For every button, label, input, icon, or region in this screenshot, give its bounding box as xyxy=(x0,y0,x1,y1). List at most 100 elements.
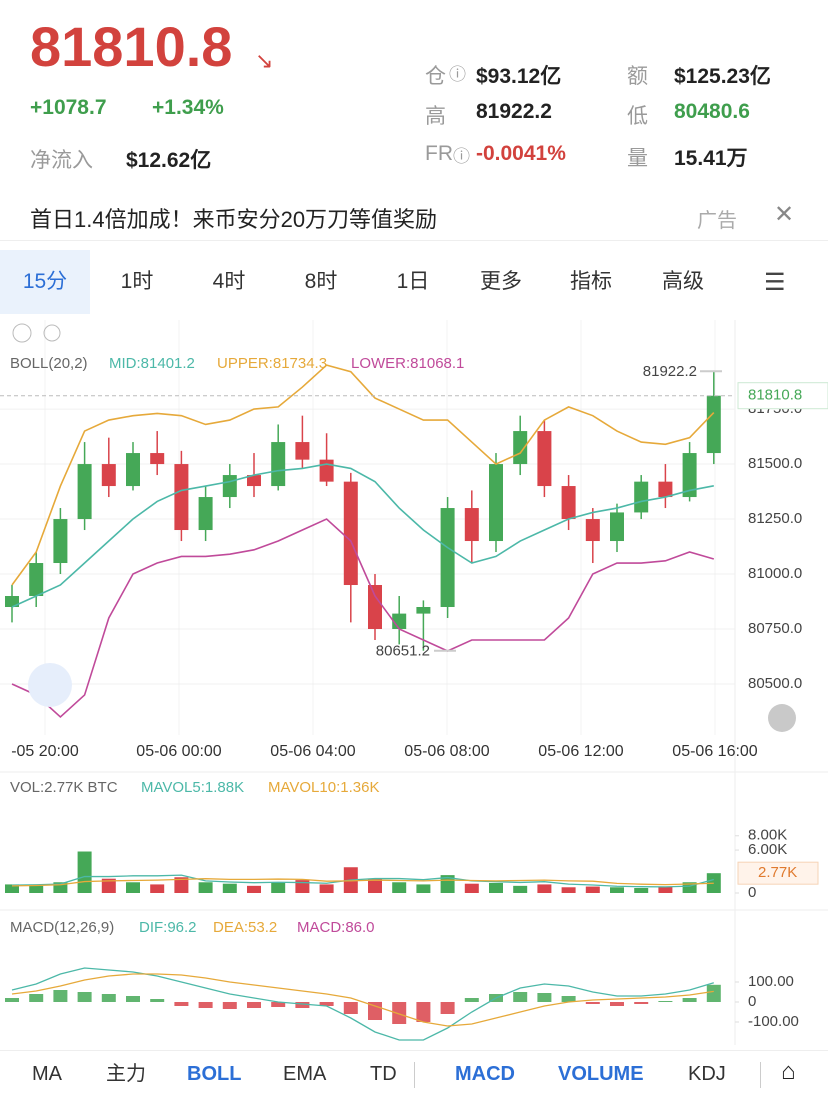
macd-bar xyxy=(222,1002,237,1009)
timeframe-tab[interactable]: 高级 xyxy=(662,270,704,293)
candle-body xyxy=(53,519,68,564)
legend-text: LOWER:81068.1 xyxy=(351,355,464,372)
indicator-tab[interactable]: MA xyxy=(32,1063,62,1085)
down-arrow: ↘ xyxy=(255,48,274,73)
gear-icon xyxy=(43,324,61,342)
indicator-line xyxy=(11,878,714,887)
candle-body xyxy=(561,486,576,520)
volume-bar xyxy=(658,886,673,893)
change: +1078.7 xyxy=(30,96,107,119)
ad-text[interactable]: 首日1.4倍加成！来币安分20万刀等值奖励 xyxy=(30,207,438,232)
indicator-line xyxy=(11,967,714,1041)
timeframe-tab[interactable]: 1日 xyxy=(396,270,430,293)
candle-body xyxy=(5,596,19,608)
stat-value: -0.0041% xyxy=(476,142,566,165)
low-marker-label: 80651.2 xyxy=(376,643,430,660)
stat-value: 81922.2 xyxy=(476,100,552,123)
volume-bar xyxy=(247,885,261,893)
candle-body xyxy=(77,464,92,520)
candle-body xyxy=(101,464,116,487)
high-marker-label: 81922.2 xyxy=(643,363,697,380)
candle-body xyxy=(368,585,382,629)
indicator-tab[interactable]: EMA xyxy=(283,1063,327,1085)
x-tick-label: 05-06 08:00 xyxy=(404,743,490,760)
y-tick-label: 100.00 xyxy=(748,973,794,990)
stat-label: 低 xyxy=(627,105,648,128)
timeframe-tab[interactable]: 8时 xyxy=(304,270,338,293)
y-tick-label: 81250.0 xyxy=(748,510,802,527)
legend-text: MACD(12,26,9) xyxy=(10,919,114,936)
legend-text: MAVOL10:1.36K xyxy=(268,779,379,796)
stat-value: $93.12亿 xyxy=(476,65,562,88)
timeframe-tab[interactable]: 1时 xyxy=(120,270,154,293)
volume-bar xyxy=(513,885,528,893)
candle-body xyxy=(610,512,624,542)
candle-body xyxy=(174,464,189,531)
legend-text: MID:81401.2 xyxy=(109,355,195,372)
reset-button[interactable] xyxy=(768,704,796,732)
legend-text: VOL:2.77K BTC xyxy=(10,779,118,796)
indicator-line xyxy=(11,874,714,888)
macd-bar xyxy=(561,996,576,1002)
macd-bar xyxy=(247,1002,261,1008)
timeframe-tab[interactable]: 更多 xyxy=(480,270,522,293)
stat-label: 仓 xyxy=(425,65,446,88)
candle-body xyxy=(343,481,358,586)
candle-body xyxy=(634,481,649,513)
toggle-icon xyxy=(12,323,32,343)
legend-text: MACD:86.0 xyxy=(297,919,375,936)
last-price-box xyxy=(737,382,828,410)
macd-bar xyxy=(198,1002,213,1008)
volume-bar xyxy=(77,851,92,893)
y-tick-label: 81500.0 xyxy=(748,455,802,472)
macd-bar xyxy=(658,1001,673,1002)
settings-icon[interactable]: ☰ xyxy=(764,269,786,296)
volume-bar xyxy=(150,884,165,893)
macd-bar xyxy=(537,993,552,1002)
volume-bar xyxy=(489,882,503,893)
macd-bar xyxy=(5,998,19,1002)
last-volume-label: 2.77K xyxy=(758,864,797,881)
y-tick-label: 0 xyxy=(748,993,756,1010)
indicator-tab[interactable]: TD xyxy=(370,1063,397,1085)
volume-bar xyxy=(198,882,213,893)
divider xyxy=(0,240,828,241)
indicator-tab[interactable]: KDJ xyxy=(688,1063,726,1085)
volume-bar xyxy=(585,886,600,893)
legend-text: DEA:53.2 xyxy=(213,919,277,936)
separator xyxy=(760,1062,761,1088)
legend-text: DIF:96.2 xyxy=(139,919,197,936)
macd-bar xyxy=(682,998,697,1002)
stat-value: 80480.6 xyxy=(674,100,750,123)
timeframe-tab[interactable]: 指标 xyxy=(570,270,612,293)
info-icon: ⓘ xyxy=(453,147,470,166)
last-volume-box xyxy=(737,861,819,885)
ad-tag: 广告 xyxy=(697,210,737,232)
macd-bar xyxy=(271,1002,286,1007)
indicator-tab[interactable]: 主力 xyxy=(106,1063,146,1085)
macd-bar xyxy=(29,994,44,1002)
indicator-tab[interactable]: VOLUME xyxy=(558,1063,644,1085)
volume-bar xyxy=(271,882,286,893)
candle-body xyxy=(126,453,140,487)
indicator-line xyxy=(11,973,714,1027)
candle-body xyxy=(416,607,431,614)
timeframe-tab[interactable]: 15分 xyxy=(0,250,90,314)
indicator-line xyxy=(11,463,714,608)
macd-bar xyxy=(319,1002,334,1006)
volume-bar xyxy=(561,887,576,893)
draw-icon[interactable]: ⌂ xyxy=(781,1058,796,1085)
stat-value: 15.41万 xyxy=(674,147,748,170)
y-tick-label: 8.00K xyxy=(748,827,787,844)
indicator-tab[interactable]: BOLL xyxy=(187,1063,242,1085)
candle-body xyxy=(222,475,237,498)
close-icon[interactable]: ✕ xyxy=(774,201,795,228)
macd-bar xyxy=(77,992,92,1002)
timeframe-tab[interactable]: 4时 xyxy=(212,270,246,293)
macd-bar xyxy=(150,999,165,1002)
separator xyxy=(414,1062,415,1088)
expand-button[interactable] xyxy=(28,663,72,707)
macd-bar xyxy=(513,992,528,1002)
indicator-tab[interactable]: MACD xyxy=(455,1063,515,1085)
